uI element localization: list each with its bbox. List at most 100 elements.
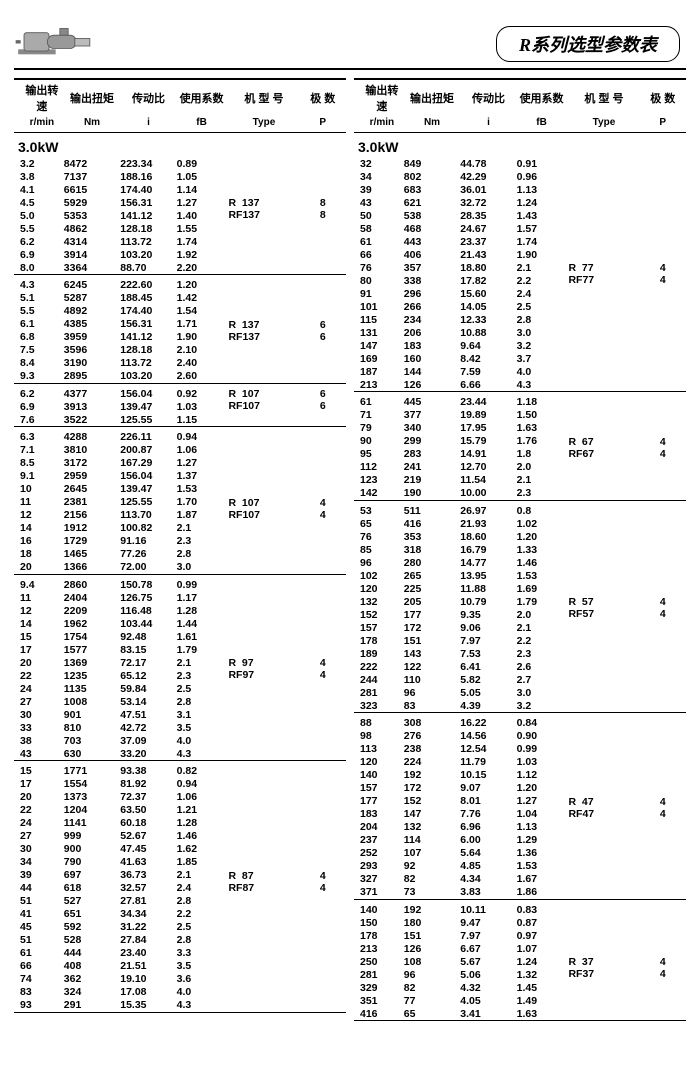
table-row: 24113559.842.5: [14, 682, 346, 695]
table-row: 3870337.094.0: [14, 734, 346, 747]
table-row: 13120610.883.0: [354, 326, 686, 339]
poles-cell: 66: [300, 383, 347, 413]
table-row: 5152827.842.8: [14, 934, 346, 947]
table-row: 112404126.751.17: [14, 591, 346, 604]
table-row: 102645139.471.53: [14, 483, 346, 496]
table-row: 12321911.542.1: [354, 474, 686, 487]
table-row: 8531816.791.33: [354, 543, 686, 556]
table-row: 4559231.222.5: [14, 921, 346, 934]
right-table: 输出转速输出扭矩传动比使用系数机 型 号极 数r/minNmifBTypeP 3…: [354, 78, 686, 1021]
table-row: 7.53596128.182.10: [14, 344, 346, 357]
table-row: 8.43190113.722.40: [14, 357, 346, 370]
poles-cell: 44: [300, 656, 347, 682]
type-cell: R 97 RF97: [226, 656, 299, 682]
table-row: 6144523.441.18: [354, 392, 686, 409]
table-row: 371733.831.86: [354, 886, 686, 900]
table-row: 3381042.723.5: [14, 721, 346, 734]
table-row: 3284944.780.91: [354, 157, 686, 170]
right-column: 输出转速输出扭矩传动比使用系数机 型 号极 数r/minNmifBTypeP 3…: [354, 78, 686, 1021]
table-row: 6.14385156.311.71R 137 RF13766: [14, 318, 346, 331]
table-row: 15177193.380.82: [14, 761, 346, 778]
table-row: 7934017.951.63: [354, 422, 686, 435]
table-row: 3090147.513.1: [14, 708, 346, 721]
table-row: 1891437.532.3: [354, 647, 686, 660]
table-row: 3969736.732.1R 87 RF8744: [14, 869, 346, 882]
table-row: 7137719.891.50: [354, 409, 686, 422]
type-cell: R 47 RF47: [566, 795, 639, 821]
table-row: 5152727.812.8: [14, 895, 346, 908]
table-row: 17157783.151.79: [14, 643, 346, 656]
table-row: 1781517.970.97: [354, 929, 686, 942]
right-thead: 输出转速输出扭矩传动比使用系数机 型 号极 数r/minNmifBTypeP: [354, 79, 686, 133]
table-row: 1691608.423.7: [354, 352, 686, 365]
table-row: 3968336.011.13: [354, 183, 686, 196]
table-row: 4.36245222.601.20: [14, 275, 346, 292]
table-row: 8332417.084.0: [14, 986, 346, 999]
table-row: 5.15287188.451.42: [14, 292, 346, 305]
table-row: 9129615.602.4: [354, 287, 686, 300]
table-row: 3090047.451.62: [14, 843, 346, 856]
table-row: 9.32895103.202.60: [14, 370, 346, 384]
poles-cell: 44: [640, 595, 687, 621]
table-row: 5053828.351.43: [354, 209, 686, 222]
table-row: 141912100.822.1: [14, 522, 346, 535]
power-label: 3.0kW: [354, 133, 686, 158]
type-cell: R 57 RF57: [566, 595, 639, 621]
table-row: 5351126.970.8: [354, 500, 686, 517]
type-cell: R 137 RF137: [226, 318, 299, 344]
table-row: 27100853.142.8: [14, 695, 346, 708]
poles-cell: 66: [300, 318, 347, 344]
table-row: 8830816.220.84: [354, 713, 686, 730]
table-row: 6.24314113.721.74: [14, 235, 346, 248]
table-row: 4.55929156.311.27R 137 RF13788: [14, 196, 346, 209]
table-row: 6.24377156.040.92R 107 RF10766: [14, 383, 346, 400]
poles-cell: 44: [300, 869, 347, 895]
table-row: 5.54892174.401.54: [14, 305, 346, 318]
table-row: 11523412.332.8: [354, 313, 686, 326]
table-row: 5846824.671.57: [354, 222, 686, 235]
right-tbody: 3.0kW3284944.780.913480242.290.963968336…: [354, 133, 686, 1021]
table-row: 14019210.110.83: [354, 899, 686, 916]
table-row: 351774.051.49: [354, 994, 686, 1007]
table-row: 4362132.721.24: [354, 196, 686, 209]
table-row: 2521075.641.36: [354, 847, 686, 860]
table-row: 2441105.822.7: [354, 673, 686, 686]
table-row: 9.42860150.780.99: [14, 574, 346, 591]
type-cell: R 137 RF137: [226, 196, 299, 222]
table-row: 2371146.001.29: [354, 834, 686, 847]
table-row: 141962103.441.44: [14, 617, 346, 630]
table-row: 16172991.162.3: [14, 535, 346, 548]
table-row: 6640821.513.5: [14, 960, 346, 973]
table-row: 8.0336488.702.20: [14, 261, 346, 275]
table-row: 327824.341.67: [354, 873, 686, 886]
page: R系列选型参数表 输出转速输出扭矩传动比使用系数机 型 号极 数r/minNmi…: [0, 0, 700, 1031]
table-row: 24114160.181.28: [14, 817, 346, 830]
table-row: 112381125.551.70R 107 RF10744: [14, 496, 346, 509]
table-row: 10226513.951.53: [354, 569, 686, 582]
table-row: 20137372.371.06: [14, 791, 346, 804]
table-row: 7.63522125.551.15: [14, 413, 346, 427]
table-row: 1781517.972.2: [354, 634, 686, 647]
table-row: 17155481.920.94: [14, 778, 346, 791]
table-row: 122209116.481.28: [14, 604, 346, 617]
type-cell: R 107 RF107: [226, 496, 299, 522]
table-row: 6541621.931.02: [354, 517, 686, 530]
table-row: 14219010.002.3: [354, 487, 686, 501]
table-row: 12022511.881.69: [354, 582, 686, 595]
table-row: 10126614.052.5: [354, 300, 686, 313]
poles-cell: 44: [640, 435, 687, 461]
table-row: 9329115.354.3: [14, 999, 346, 1013]
table-row: 1501809.470.87: [354, 916, 686, 929]
table-row: 8.53172167.291.27: [14, 457, 346, 470]
table-row: 3480242.290.96: [354, 170, 686, 183]
table-row: 2221226.412.6: [354, 660, 686, 673]
left-thead: 输出转速输出扭矩传动比使用系数机 型 号极 数r/minNmifBTypeP: [14, 79, 346, 133]
table-row: 6144323.371.74: [354, 235, 686, 248]
power-label: 3.0kW: [14, 133, 346, 158]
table-row: 6144423.403.3: [14, 947, 346, 960]
table-row: 9029915.791.76R 67 RF6744: [354, 435, 686, 448]
type-cell: R 37 RF37: [566, 955, 639, 981]
table-row: 2501085.671.24R 37 RF3744: [354, 955, 686, 968]
table-row: 14019210.151.12: [354, 769, 686, 782]
table-row: 4363033.204.3: [14, 747, 346, 761]
